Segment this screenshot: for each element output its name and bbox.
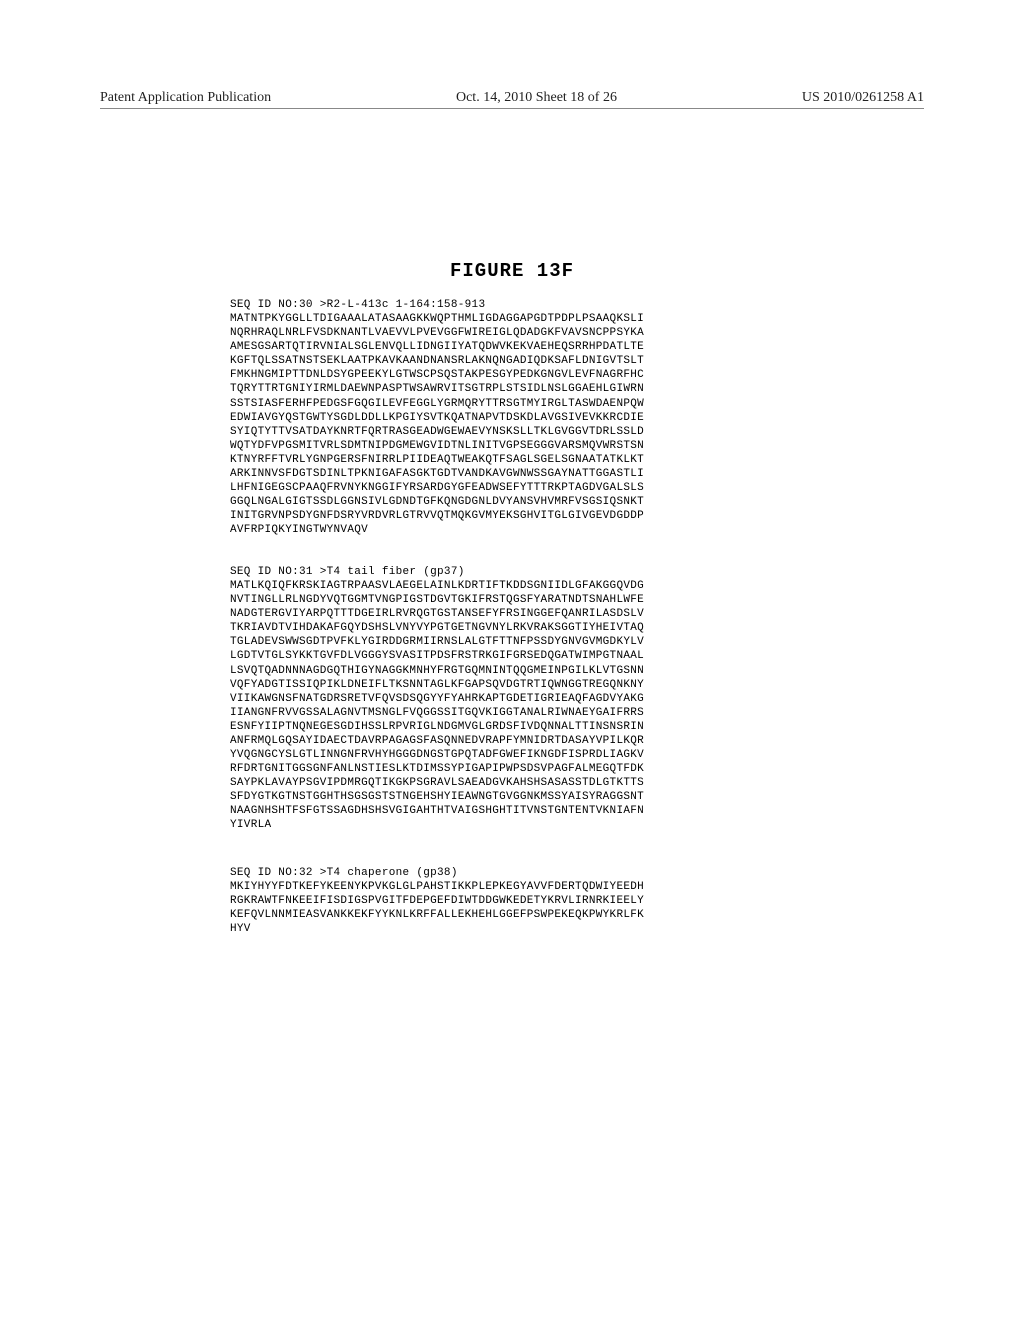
header-row: Patent Application Publication Oct. 14, … xyxy=(100,90,924,109)
header-center-text: Oct. 14, 2010 Sheet 18 of 26 xyxy=(456,90,617,106)
sequence-block-1: SEQ ID NO:30 >R2-L-413c 1-164:158-913 MA… xyxy=(230,298,644,537)
sequence-block-2: SEQ ID NO:31 >T4 tail fiber (gp37) MATLK… xyxy=(230,565,644,832)
header-right-text: US 2010/0261258 A1 xyxy=(802,90,924,106)
header-left-text: Patent Application Publication xyxy=(100,90,271,106)
figure-title: FIGURE 13F xyxy=(0,260,1024,282)
sequence-block-3: SEQ ID NO:32 >T4 chaperone (gp38) MKIYHY… xyxy=(230,866,644,936)
page-header: Patent Application Publication Oct. 14, … xyxy=(0,90,1024,109)
